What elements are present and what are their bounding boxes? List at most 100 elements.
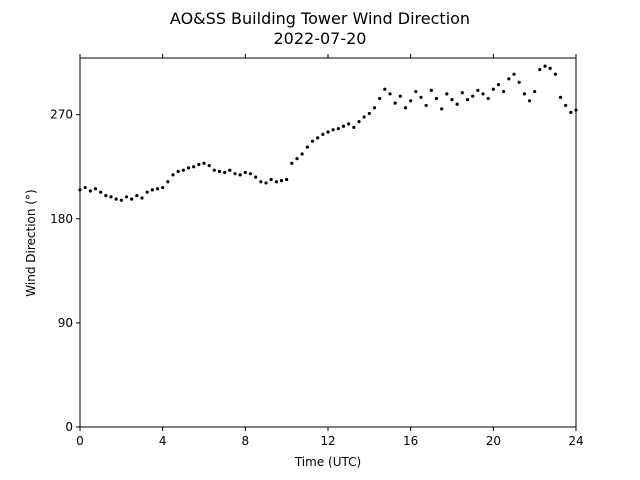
point bbox=[419, 95, 423, 99]
plot-frame bbox=[79, 57, 577, 428]
point bbox=[455, 102, 459, 106]
point bbox=[527, 99, 532, 103]
point bbox=[522, 92, 526, 96]
point bbox=[378, 96, 382, 101]
point bbox=[279, 179, 284, 183]
point bbox=[341, 124, 346, 128]
point bbox=[119, 198, 123, 202]
point bbox=[336, 126, 340, 131]
point bbox=[104, 194, 108, 198]
point bbox=[290, 161, 294, 165]
point bbox=[109, 195, 113, 199]
point bbox=[176, 169, 180, 173]
point bbox=[88, 189, 92, 193]
point bbox=[538, 67, 542, 72]
point bbox=[502, 89, 506, 94]
point bbox=[372, 106, 377, 110]
y-tick-label: 90 bbox=[58, 316, 73, 330]
point bbox=[357, 120, 361, 124]
point bbox=[150, 188, 154, 192]
point bbox=[533, 89, 537, 94]
x-tick-label: 12 bbox=[320, 434, 335, 448]
point bbox=[78, 188, 82, 192]
point bbox=[145, 190, 149, 194]
point bbox=[217, 169, 222, 173]
point bbox=[93, 187, 98, 191]
point bbox=[181, 168, 185, 172]
point bbox=[238, 173, 242, 177]
point bbox=[233, 172, 237, 176]
y-tick-label: 270 bbox=[50, 108, 73, 122]
point bbox=[310, 139, 315, 143]
point bbox=[285, 177, 289, 182]
point bbox=[305, 145, 309, 149]
chart-subtitle: 2022-07-20 bbox=[274, 29, 367, 48]
point bbox=[326, 130, 330, 134]
x-tick-label: 20 bbox=[486, 434, 501, 448]
point bbox=[409, 99, 413, 103]
point bbox=[471, 94, 475, 98]
point bbox=[99, 190, 103, 194]
point bbox=[300, 152, 304, 156]
point bbox=[161, 185, 165, 190]
point bbox=[507, 77, 511, 81]
point bbox=[496, 83, 501, 87]
point bbox=[228, 168, 232, 172]
point bbox=[155, 187, 160, 191]
point bbox=[135, 194, 139, 198]
point bbox=[186, 166, 191, 170]
point bbox=[331, 128, 335, 132]
point bbox=[403, 106, 408, 110]
point bbox=[321, 132, 325, 136]
point bbox=[512, 72, 516, 76]
chart-title: AO&SS Building Tower Wind Direction bbox=[170, 9, 470, 28]
point bbox=[569, 110, 573, 114]
point bbox=[398, 94, 402, 98]
point bbox=[445, 92, 449, 96]
point bbox=[347, 122, 351, 126]
point bbox=[491, 87, 495, 91]
point bbox=[295, 157, 299, 161]
point bbox=[429, 88, 433, 92]
point bbox=[548, 66, 552, 71]
x-tick-label: 4 bbox=[159, 434, 167, 448]
x-tick-label: 24 bbox=[568, 434, 583, 448]
point bbox=[553, 72, 557, 76]
point bbox=[558, 95, 563, 99]
point bbox=[243, 170, 247, 175]
point bbox=[223, 170, 227, 175]
point bbox=[574, 108, 578, 112]
point bbox=[414, 89, 418, 94]
point bbox=[202, 161, 206, 165]
point bbox=[254, 175, 258, 179]
point bbox=[192, 165, 196, 169]
point bbox=[367, 111, 371, 116]
x-tick-label: 16 bbox=[403, 434, 418, 448]
point bbox=[83, 185, 87, 190]
point bbox=[476, 88, 480, 92]
point bbox=[166, 180, 170, 184]
point bbox=[393, 101, 397, 105]
point bbox=[207, 163, 211, 168]
y-tick-label: 180 bbox=[50, 212, 73, 226]
point bbox=[424, 103, 428, 108]
point bbox=[486, 96, 490, 101]
point bbox=[264, 181, 268, 185]
x-axis-label: Time (UTC) bbox=[294, 455, 361, 469]
point bbox=[212, 168, 216, 172]
point bbox=[440, 107, 444, 111]
point bbox=[140, 196, 144, 200]
point bbox=[352, 125, 356, 130]
point bbox=[481, 92, 485, 96]
point bbox=[543, 64, 547, 68]
x-tick-label: 0 bbox=[76, 434, 84, 448]
point bbox=[460, 91, 464, 95]
y-tick-label: 0 bbox=[65, 420, 73, 434]
point bbox=[114, 197, 118, 201]
point bbox=[383, 87, 387, 91]
point bbox=[248, 172, 253, 176]
point bbox=[124, 195, 129, 199]
point bbox=[388, 92, 392, 96]
point bbox=[130, 197, 134, 201]
